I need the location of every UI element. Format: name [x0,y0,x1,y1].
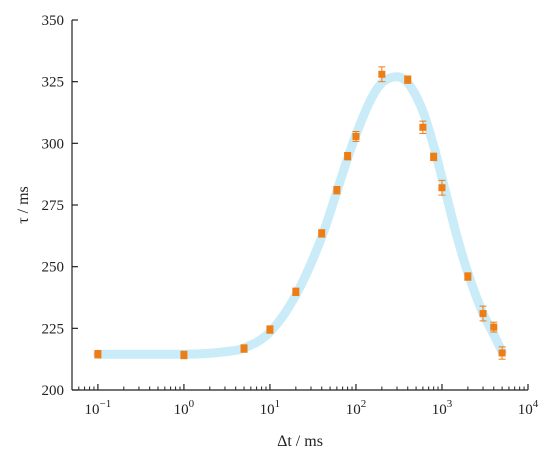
data-point [498,349,506,357]
y-tick-label: 200 [42,383,65,399]
data-point [333,186,341,194]
y-axis-label: τ / ms [15,186,32,224]
data-point-group [180,350,188,360]
x-axis-label: Δt / ms [277,433,323,450]
data-point [404,76,412,84]
data-point-group [318,229,326,238]
y-tick-label: 325 [42,75,65,91]
data-point [240,345,248,353]
y-tick-label: 300 [42,136,65,152]
x-tick-label: 101 [260,398,281,418]
data-point [94,350,102,358]
data-point [464,273,472,281]
data-point [180,351,188,359]
data-point-group [266,325,274,334]
data-point-group [464,272,472,281]
y-tick-label: 225 [42,321,65,337]
data-point [266,326,274,334]
data-point-group [404,75,412,84]
data-point-group [344,151,352,161]
x-tick-label: 102 [346,398,367,418]
data-point-group [419,120,427,134]
data-point [318,229,326,237]
data-point [430,153,438,161]
data-point-group [352,130,360,142]
x-tick-label: 100 [174,398,195,418]
data-point-group [292,287,300,297]
data-point-group [479,305,487,322]
data-point [344,152,352,160]
data-point-group [430,152,438,162]
x-tick-label: 10−1 [85,398,112,418]
y-tick-label: 275 [42,198,65,214]
data-point [419,123,427,131]
x-tick-label: 104 [518,398,539,418]
y-tick-label: 350 [42,13,65,29]
data-point [490,323,498,331]
data-point [479,310,487,318]
data-point-group [438,179,446,196]
data-point-group [498,346,506,360]
tick-marks [71,19,529,391]
x-tick-label: 103 [432,398,453,418]
data-point-group [94,350,102,359]
y-tick-label: 250 [42,260,65,276]
fit-curve [93,72,507,359]
data-point-group [240,344,248,353]
data-point-group [378,66,386,83]
data-point [292,288,300,296]
fit-curve-layer [93,72,507,359]
axes [71,20,528,391]
data-point [438,184,446,192]
data-point [352,132,360,140]
data-point-group [333,186,341,195]
data-point-group [490,321,498,333]
data-points [94,66,506,360]
tick-labels: 200 225 250 275 300 325 350 10−1 100 101 102 103 104 [42,13,539,418]
data-point [378,70,386,78]
